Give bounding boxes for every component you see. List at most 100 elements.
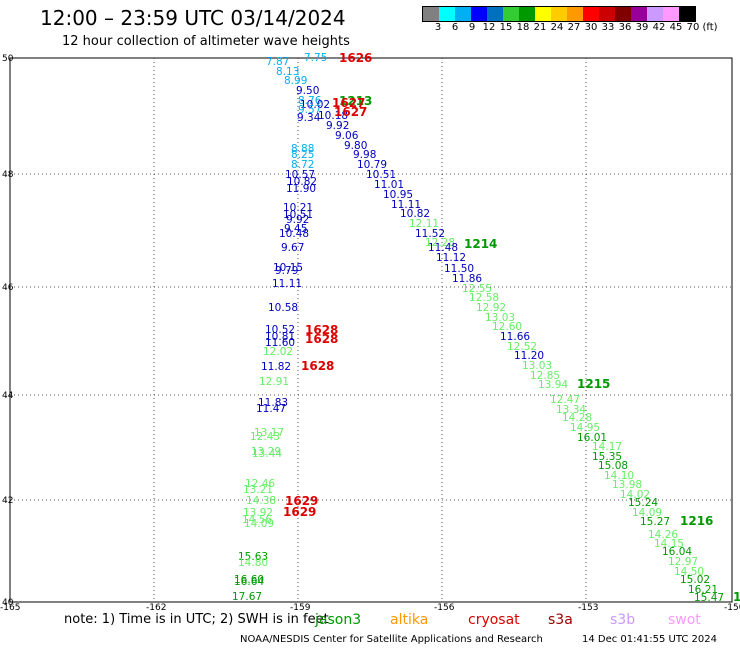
satellite-legend-jason3: jason3 bbox=[315, 612, 362, 628]
legend-swatch bbox=[487, 7, 503, 21]
credit-text: NOAA/NESDIS Center for Satellite Applica… bbox=[240, 634, 543, 645]
legend-label: 33 bbox=[601, 22, 615, 33]
wave-height-value: 11.11 bbox=[391, 199, 421, 211]
legend-swatch bbox=[583, 7, 599, 21]
wave-height-value: 14.26 bbox=[648, 529, 678, 541]
wave-height-value: 10.57 bbox=[285, 169, 315, 181]
longitude-tick-label: -159 bbox=[290, 603, 311, 613]
wave-height-value: 16.01 bbox=[577, 432, 607, 444]
wave-height-value: 9.67 bbox=[281, 242, 304, 254]
longitude-tick-label: -156 bbox=[434, 603, 455, 613]
wave-height-value: 14.09 bbox=[632, 507, 662, 519]
wave-height-value: 13.03 bbox=[522, 360, 552, 372]
wave-height-value: 8.99 bbox=[284, 75, 307, 87]
wave-height-value: 7.75 bbox=[304, 52, 327, 64]
latitude-tick-label: 46 bbox=[2, 283, 14, 293]
wave-height-value: 13.44 bbox=[252, 448, 282, 460]
wave-height-value: 9.45 bbox=[284, 223, 307, 235]
legend-swatch bbox=[663, 7, 679, 21]
wave-height-value: 15.08 bbox=[598, 460, 628, 472]
pass-number-label: 1215 bbox=[577, 377, 610, 391]
wave-height-value: 9.92 bbox=[326, 120, 349, 132]
wave-height-value: 12.85 bbox=[530, 370, 560, 382]
wave-height-value: 10.82 bbox=[400, 208, 430, 220]
wave-height-value: 13.92 bbox=[243, 507, 273, 519]
legend-swatch bbox=[599, 7, 615, 21]
page-title: 12:00 – 23:59 UTC 03/14/2024 bbox=[40, 6, 346, 30]
legend-swatch bbox=[503, 7, 519, 21]
wave-height-value: 9.92 bbox=[286, 214, 309, 226]
wave-height-value: 14.15 bbox=[654, 538, 684, 550]
wave-height-value: 13.29 bbox=[251, 446, 281, 458]
wave-height-value: 9.57 bbox=[298, 104, 321, 116]
legend-swatch bbox=[679, 7, 695, 21]
wave-height-value: 16.64 bbox=[234, 576, 264, 588]
wave-height-value: 10.18 bbox=[318, 110, 348, 122]
wave-height-labels: 7.757.878.138.999.508.7610.029.5710.189.… bbox=[232, 52, 724, 604]
wave-height-value: 10.58 bbox=[268, 302, 298, 314]
wave-height-value: 12.92 bbox=[476, 302, 506, 314]
wave-height-value: 16.21 bbox=[688, 584, 718, 596]
wave-height-value: 11.60 bbox=[265, 337, 295, 349]
pass-number-label: 1628 bbox=[305, 323, 338, 337]
wave-height-value: 12.97 bbox=[668, 556, 698, 568]
page-subtitle: 12 hour collection of altimeter wave hei… bbox=[62, 34, 350, 49]
legend-label: 12 bbox=[482, 22, 496, 33]
wave-height-value: 11.83 bbox=[258, 397, 288, 409]
wave-height-value: 11.20 bbox=[514, 350, 544, 362]
wave-height-value: 14.09 bbox=[244, 518, 274, 530]
graticule bbox=[10, 58, 732, 602]
legend-swatch bbox=[439, 7, 455, 21]
legend-label: 6 bbox=[451, 22, 459, 33]
color-legend-bar bbox=[422, 6, 696, 22]
wave-height-value: 9.98 bbox=[353, 149, 376, 161]
wave-height-value: 9.06 bbox=[335, 130, 359, 142]
pass-number-label: 1628 bbox=[301, 359, 334, 373]
legend-label: 45 bbox=[669, 22, 683, 33]
pass-number-label: 1629 bbox=[283, 505, 316, 519]
wave-height-value: 8.13 bbox=[276, 66, 299, 78]
wave-height-value: 13.34 bbox=[556, 404, 586, 416]
legend-label: 36 bbox=[618, 22, 632, 33]
wave-height-value: 13.94 bbox=[538, 379, 568, 391]
legend-swatch bbox=[519, 7, 535, 21]
wave-height-value: 14.28 bbox=[562, 412, 592, 424]
wave-height-value: 10.51 bbox=[283, 209, 313, 221]
wave-height-value: 11.12 bbox=[436, 252, 466, 264]
wave-height-value: 12.11 bbox=[409, 218, 439, 230]
wave-height-value: 14.50 bbox=[674, 566, 704, 578]
legend-swatch bbox=[455, 7, 471, 21]
wave-height-value: 14.38 bbox=[246, 495, 276, 507]
pass-number-label: 1627 bbox=[332, 96, 365, 110]
wave-height-value: 8.72 bbox=[291, 159, 314, 171]
wave-height-value: 11.52 bbox=[415, 228, 445, 240]
latitude-tick-label: 50 bbox=[2, 54, 14, 64]
legend-swatch bbox=[551, 7, 567, 21]
wave-height-value: 11.50 bbox=[444, 263, 474, 275]
satellite-legend-s3a: s3a bbox=[548, 612, 573, 628]
wave-height-value: 14.56 bbox=[242, 514, 272, 526]
wave-height-value: 10.82 bbox=[287, 176, 317, 188]
legend-label: 70 bbox=[686, 22, 700, 33]
wave-height-value: 8.88 bbox=[291, 143, 314, 155]
wave-height-value: 14.17 bbox=[592, 441, 622, 453]
pass-number-labels: 1626121316271627121416281628162812151629… bbox=[283, 51, 740, 604]
longitude-tick-label: -162 bbox=[146, 603, 166, 613]
wave-height-value: 15.35 bbox=[592, 451, 622, 463]
wave-height-value: 10.51 bbox=[366, 169, 396, 181]
wave-height-value: 12.91 bbox=[259, 376, 289, 388]
satellite-legend-swot: swot bbox=[668, 612, 701, 628]
legend-label: 39 bbox=[635, 22, 649, 33]
wave-height-value: 15.24 bbox=[628, 497, 658, 509]
wave-height-value: 17.67 bbox=[232, 591, 262, 603]
wave-height-value: 12.46 bbox=[245, 478, 275, 490]
pass-number-label: 1216 bbox=[680, 514, 713, 528]
wave-height-value: 10.52 bbox=[265, 324, 295, 336]
wave-height-value: 11.11 bbox=[272, 278, 302, 290]
pass-number-label: 1629 bbox=[285, 494, 318, 508]
wave-height-value: 10.02 bbox=[300, 99, 330, 111]
legend-label: 24 bbox=[550, 22, 564, 33]
pass-number-label: 1626 bbox=[339, 51, 372, 65]
legend-label: 3 bbox=[434, 22, 442, 33]
wave-height-value: 16.04 bbox=[662, 546, 692, 558]
